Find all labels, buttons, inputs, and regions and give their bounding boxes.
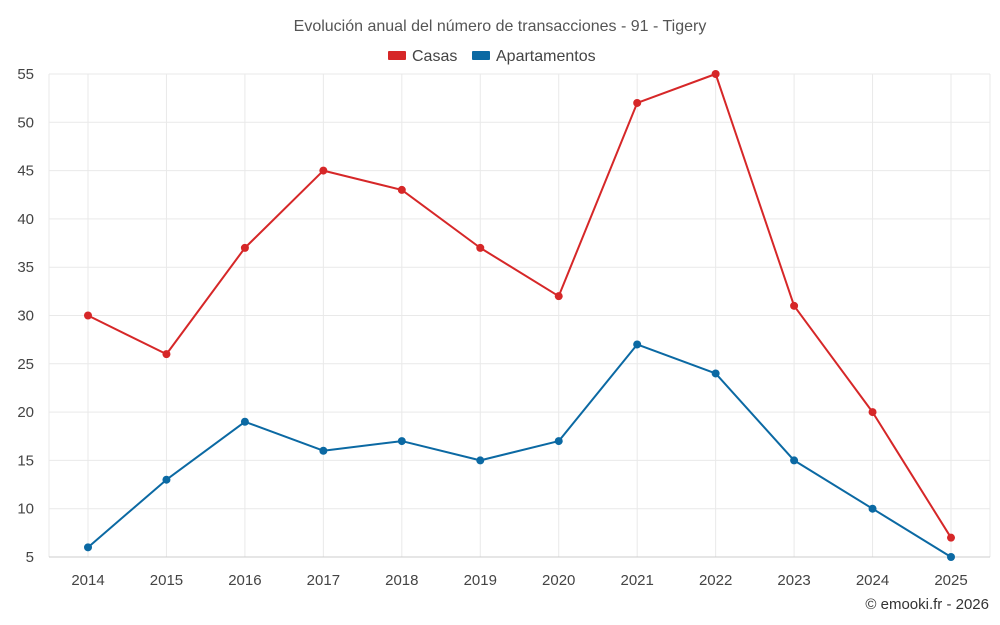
data-point-apartamentos-2021[interactable] [633, 340, 642, 349]
data-point-apartamentos-2017[interactable] [319, 446, 328, 455]
x-tick-label: 2015 [150, 572, 183, 589]
data-point-apartamentos-2020[interactable] [554, 437, 563, 446]
data-point-apartamentos-2014[interactable] [84, 543, 92, 552]
x-tick-label: 2017 [307, 572, 340, 589]
y-tick-label: 5 [26, 549, 34, 566]
legend-swatch-apartamentos[interactable] [472, 51, 490, 60]
legend-swatch-casas[interactable] [388, 51, 406, 60]
series-line-casas [87, 73, 952, 539]
data-point-casas-2024[interactable] [868, 408, 877, 417]
data-point-apartamentos-2019[interactable] [476, 456, 485, 465]
grid [48, 73, 991, 558]
y-tick-label: 25 [17, 356, 34, 373]
data-point-apartamentos-2016[interactable] [240, 417, 249, 426]
x-tick-label: 2014 [71, 572, 104, 589]
data-point-casas-2014[interactable] [84, 311, 92, 320]
y-tick-label: 40 [17, 211, 34, 228]
x-tick-label: 2020 [542, 572, 575, 589]
x-tick-label: 2022 [699, 572, 732, 589]
data-point-casas-2025[interactable] [947, 533, 955, 542]
y-tick-label: 55 [17, 66, 34, 83]
x-tick-label: 2018 [385, 572, 418, 589]
data-point-casas-2020[interactable] [554, 292, 563, 301]
series-apartamentos [84, 340, 955, 561]
data-point-apartamentos-2022[interactable] [711, 369, 720, 378]
x-tick-label: 2024 [856, 572, 889, 589]
y-tick-label: 30 [17, 308, 34, 325]
series-line-apartamentos [87, 343, 952, 558]
legend-label-apartamentos[interactable]: Apartamentos [496, 48, 596, 65]
y-tick-label: 20 [17, 404, 34, 421]
x-axis-ticks: 2014 2015 2016 2017 2018 2019 2020 2021 2022 2023… [71, 572, 967, 589]
x-tick-label: 2016 [228, 572, 261, 589]
chart-title: Evolución anual del número de transaccio… [294, 18, 707, 35]
y-tick-label: 15 [17, 452, 34, 469]
x-tick-label: 2023 [777, 572, 810, 589]
y-axis-ticks: 5 10 15 20 25 30 35 40 45 50 55 [17, 66, 34, 566]
y-tick-label: 45 [17, 163, 34, 180]
legend-label-casas[interactable]: Casas [412, 48, 457, 65]
credit-text: © emooki.fr - 2026 [865, 596, 989, 613]
data-point-apartamentos-2025[interactable] [947, 553, 955, 561]
y-tick-label: 35 [17, 259, 34, 276]
data-point-apartamentos-2015[interactable] [162, 475, 171, 484]
series-casas [84, 70, 955, 542]
data-point-apartamentos-2018[interactable] [397, 437, 406, 446]
y-tick-label: 10 [17, 501, 34, 518]
legend: Casas Apartamentos [388, 48, 596, 65]
y-tick-label: 50 [17, 114, 34, 131]
data-point-casas-2022[interactable] [711, 70, 720, 78]
data-point-casas-2021[interactable] [633, 98, 642, 107]
x-tick-label: 2019 [464, 572, 497, 589]
x-tick-label: 2021 [620, 572, 653, 589]
data-point-apartamentos-2023[interactable] [790, 456, 799, 465]
series-layer [84, 70, 955, 561]
data-point-casas-2017[interactable] [319, 166, 328, 175]
data-point-casas-2018[interactable] [397, 185, 406, 194]
data-point-casas-2023[interactable] [790, 301, 799, 310]
data-point-apartamentos-2024[interactable] [868, 504, 877, 513]
data-point-casas-2019[interactable] [476, 243, 485, 252]
data-point-casas-2016[interactable] [240, 243, 249, 252]
data-point-casas-2015[interactable] [162, 350, 171, 359]
x-tick-label: 2025 [934, 572, 967, 589]
